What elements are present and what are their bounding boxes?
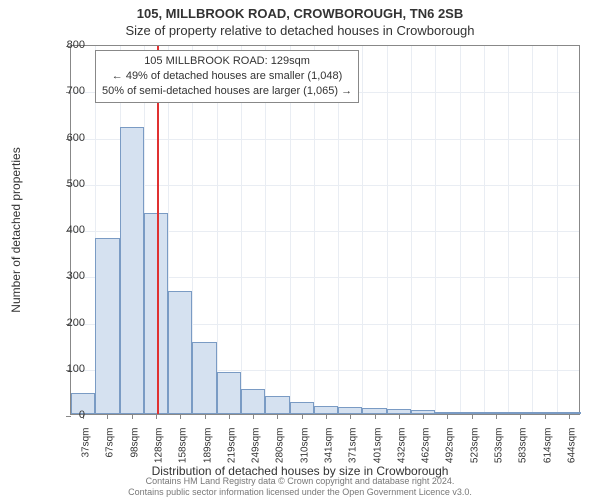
x-tick-label: 158sqm <box>178 428 189 464</box>
x-gridline <box>532 46 533 414</box>
x-tick-mark <box>156 414 157 419</box>
annotation-line-3: 50% of semi-detached houses are larger (… <box>102 84 352 99</box>
histogram-bar <box>338 407 362 414</box>
x-tick-mark <box>447 414 448 419</box>
x-tick-label: 432sqm <box>396 428 407 464</box>
histogram-bar <box>120 127 144 414</box>
annotation-box: 105 MILLBROOK ROAD: 129sqm ← 49% of deta… <box>95 50 359 103</box>
x-tick-label: 280sqm <box>275 428 286 464</box>
histogram-bar <box>241 389 265 414</box>
y-tick-label: 500 <box>45 178 85 190</box>
x-tick-mark <box>496 414 497 419</box>
x-tick-label: 371sqm <box>348 428 359 464</box>
y-gridline <box>71 139 579 140</box>
x-gridline <box>362 46 363 414</box>
annotation-line-1: 105 MILLBROOK ROAD: 129sqm <box>102 54 352 69</box>
histogram-bar <box>314 406 338 414</box>
x-gridline <box>411 46 412 414</box>
x-tick-mark <box>229 414 230 419</box>
y-tick-label: 100 <box>45 363 85 375</box>
y-tick-label: 800 <box>45 39 85 51</box>
footer-line-2: Contains public sector information licen… <box>0 487 600 498</box>
x-tick-label: 310sqm <box>299 428 310 464</box>
x-tick-label: 492sqm <box>445 428 456 464</box>
x-tick-mark <box>277 414 278 419</box>
x-tick-mark <box>302 414 303 419</box>
x-tick-label: 189sqm <box>202 428 213 464</box>
y-axis-label: Number of detached properties <box>9 147 23 312</box>
y-axis-label-wrap: Number of detached properties <box>8 45 24 415</box>
x-tick-mark <box>253 414 254 419</box>
chart-subtitle: Size of property relative to detached ho… <box>0 21 600 42</box>
x-gridline <box>508 46 509 414</box>
x-tick-label: 37sqm <box>81 428 92 458</box>
x-tick-label: 553sqm <box>494 428 505 464</box>
x-tick-label: 644sqm <box>566 428 577 464</box>
x-gridline <box>387 46 388 414</box>
x-tick-label: 128sqm <box>154 428 165 464</box>
x-tick-label: 219sqm <box>226 428 237 464</box>
page-title: 105, MILLBROOK ROAD, CROWBOROUGH, TN6 2S… <box>0 0 600 21</box>
x-tick-mark <box>350 414 351 419</box>
y-tick-label: 0 <box>45 409 85 421</box>
histogram-bar <box>265 396 289 415</box>
x-tick-mark <box>375 414 376 419</box>
x-tick-mark <box>205 414 206 419</box>
x-tick-mark <box>472 414 473 419</box>
x-tick-label: 67sqm <box>105 428 116 458</box>
y-tick-label: 700 <box>45 85 85 97</box>
y-gridline <box>71 185 579 186</box>
annotation-line-2: ← 49% of detached houses are smaller (1,… <box>102 69 352 84</box>
x-tick-label: 614sqm <box>542 428 553 464</box>
x-gridline <box>484 46 485 414</box>
x-tick-label: 462sqm <box>421 428 432 464</box>
x-tick-label: 98sqm <box>129 428 140 458</box>
histogram-bar <box>192 342 216 414</box>
y-tick-label: 300 <box>45 270 85 282</box>
x-tick-label: 341sqm <box>324 428 335 464</box>
x-gridline <box>435 46 436 414</box>
x-tick-label: 249sqm <box>251 428 262 464</box>
x-tick-mark <box>545 414 546 419</box>
y-tick-label: 600 <box>45 132 85 144</box>
histogram-bar <box>95 238 119 414</box>
x-tick-mark <box>520 414 521 419</box>
x-tick-label: 401sqm <box>372 428 383 464</box>
x-tick-label: 523sqm <box>469 428 480 464</box>
x-gridline <box>557 46 558 414</box>
x-tick-mark <box>326 414 327 419</box>
x-gridline <box>460 46 461 414</box>
x-tick-mark <box>423 414 424 419</box>
footer-line-1: Contains HM Land Registry data © Crown c… <box>0 476 600 487</box>
histogram-bar <box>217 372 241 414</box>
x-tick-mark <box>180 414 181 419</box>
x-tick-mark <box>132 414 133 419</box>
x-tick-mark <box>399 414 400 419</box>
x-tick-label: 583sqm <box>518 428 529 464</box>
footer-attribution: Contains HM Land Registry data © Crown c… <box>0 476 600 499</box>
y-tick-label: 200 <box>45 317 85 329</box>
x-tick-mark <box>569 414 570 419</box>
x-tick-mark <box>107 414 108 419</box>
histogram-bar <box>168 291 192 414</box>
y-tick-label: 400 <box>45 224 85 236</box>
histogram-bar <box>290 402 314 414</box>
